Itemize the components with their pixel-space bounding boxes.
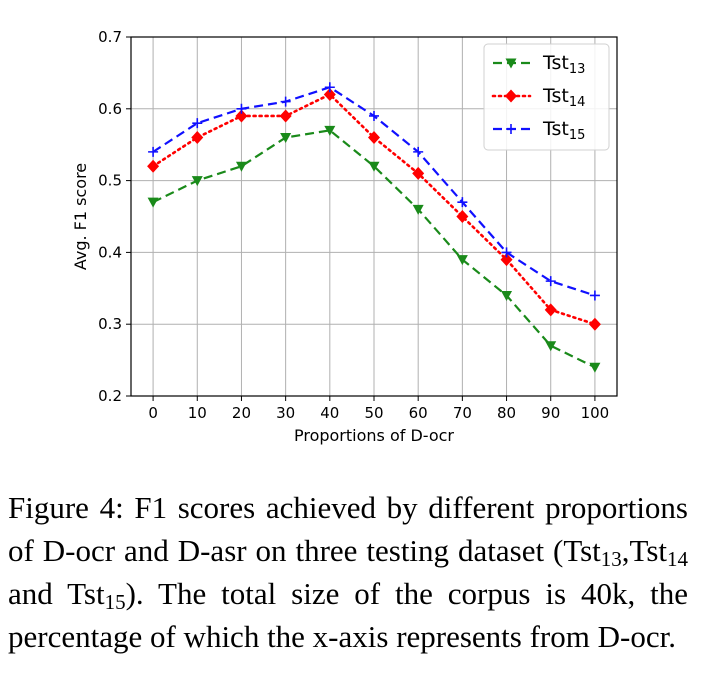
caption-tst15-sub: 15 [104,590,126,614]
caption-tst14-sub: 14 [667,547,688,571]
data-point [324,125,336,136]
data-point [280,96,291,107]
axis-ticks: 0 10 20 30 40 50 60 70 80 90 100 0.2 0.3 0.4 0.5 0.6 0.7 [98,28,609,422]
data-point [501,247,512,258]
caption-text-end: ). The total size of the corpus is 40k, … [8,576,688,654]
data-point [235,161,247,172]
x-tick-label: 70 [453,404,472,422]
legend-label: Tst14 [542,85,585,110]
y-tick-label: 0.7 [98,28,122,46]
x-tick-label: 30 [276,404,295,422]
x-tick-label: 20 [232,404,251,422]
data-point [280,133,292,144]
caption-tst14: Tst [629,533,667,568]
data-point [413,146,424,157]
data-point [279,109,292,123]
legend-marker [506,124,516,134]
line-chart: 0 10 20 30 40 50 60 70 80 90 100 0.2 0.3 0.4 0.5 0.6 0.7… [71,28,618,445]
data-point [147,197,159,208]
legend-label: Tst15 [542,118,585,143]
y-tick-label: 0.6 [98,100,122,118]
data-point [192,118,203,129]
y-tick-label: 0.5 [98,172,122,190]
figure-caption: Figure 4: F1 scores achieved by differen… [8,486,688,658]
data-point [235,109,248,123]
series-tst15 [148,82,600,301]
data-point [500,253,513,267]
caption-text: Figure 4: F1 scores achieved by differen… [8,490,688,568]
series-tst13 [147,125,601,373]
x-tick-label: 80 [497,404,516,422]
data-point [148,146,159,157]
legend-box [483,43,610,151]
y-tick-label: 0.2 [98,387,122,405]
x-tick-label: 90 [541,404,560,422]
series-layer [147,82,601,373]
caption-sep: , [621,533,630,568]
data-point [368,161,380,172]
data-point [456,255,468,266]
data-point [191,176,203,187]
legend-label: Tst13 [542,52,585,77]
legend-entry: Tst13 [493,52,585,77]
data-point [588,317,601,331]
data-point [589,362,601,373]
y-tick-label: 0.3 [98,315,122,333]
data-point [545,276,556,287]
caption-tst13: Tst [563,533,601,568]
data-point [369,110,379,121]
x-tick-label: 0 [148,404,158,422]
x-tick-label: 60 [409,404,428,422]
x-tick-label: 40 [320,404,339,422]
x-tick-label: 50 [364,404,383,422]
legend-marker [505,58,517,69]
legend: Tst13 Tst14 Tst15 [483,43,610,151]
data-point [501,290,513,301]
data-point [412,166,425,180]
data-point [191,131,204,145]
y-tick-label: 0.4 [98,243,122,261]
data-point [544,303,557,317]
caption-mid: and [8,576,68,611]
data-point [147,159,160,173]
data-point [456,210,469,223]
x-tick-label: 100 [581,404,610,422]
data-point [324,82,335,93]
caption-tst13-sub: 13 [600,547,622,571]
data-point [457,197,468,208]
data-point [323,87,336,101]
data-point [236,103,247,114]
series-tst14 [147,87,601,331]
x-axis-label: Proportions of D-ocr [294,426,454,445]
legend-entry: Tst14 [491,85,585,110]
data-point [589,290,600,301]
data-point [368,131,380,145]
x-tick-label: 10 [188,404,207,422]
legend-entry: Tst15 [493,118,585,143]
data-point [545,341,557,352]
y-axis-label: Avg. F1 score [71,163,90,270]
data-point [412,204,424,215]
legend-marker [505,89,517,103]
caption-tst15: Tst [67,576,105,611]
